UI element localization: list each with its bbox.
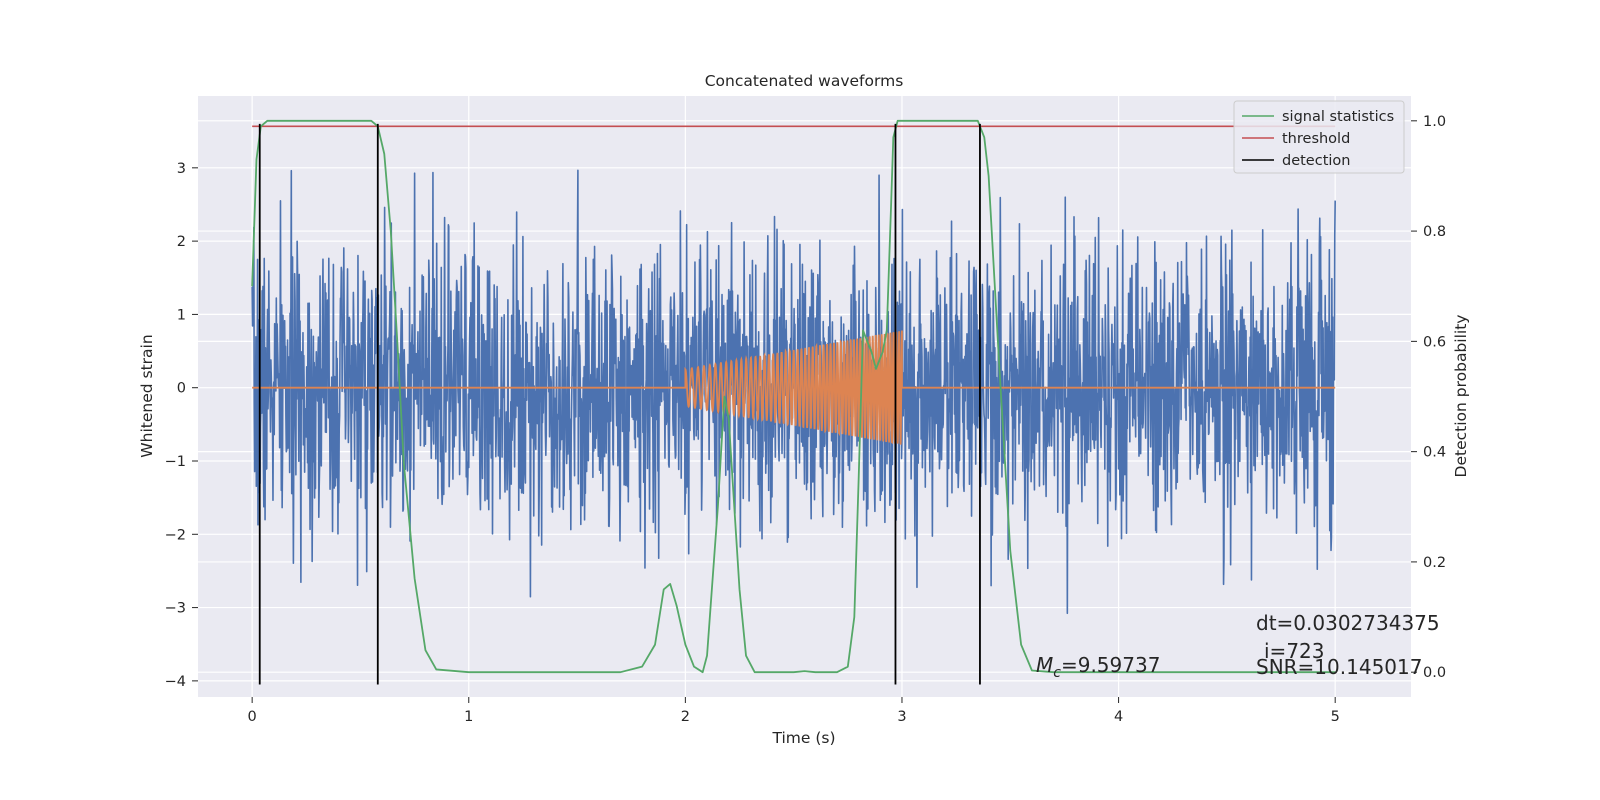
y2-tick-label: 0.0: [1423, 665, 1446, 681]
x-tick-label: 0: [248, 709, 257, 725]
y-tick-label: −2: [165, 527, 186, 543]
annotations: Mc=9.59737 dt=0.0302734375 i=723 SNR=10.…: [1036, 611, 1440, 681]
y2-tick-label: 1.0: [1423, 114, 1446, 130]
series-signal-statistics: [251, 119, 1336, 674]
series-template-chirp: [252, 330, 1336, 445]
annotation-mc-value: =9.59737: [1061, 653, 1160, 677]
legend-label-signal-statistics: signal statistics: [1282, 109, 1394, 125]
x-tick-label: 1: [464, 709, 473, 725]
legend-box: [1233, 100, 1405, 174]
y2-axis-title: Detection probability: [1452, 315, 1470, 478]
x-tick-label: 3: [897, 709, 906, 725]
y2-tick-label: 0.8: [1423, 224, 1446, 240]
legend: signal statistics threshold detection: [1233, 100, 1405, 174]
annotation-dt: dt=0.0302734375: [1256, 611, 1440, 635]
series-layer: [251, 119, 1336, 685]
legend-label-detection: detection: [1282, 153, 1350, 169]
annotation-snr: SNR=10.145017: [1256, 655, 1422, 679]
legend-label-threshold: threshold: [1282, 131, 1350, 147]
y-tick-label: 2: [177, 234, 186, 250]
annotation-mc-symbol: M: [1036, 653, 1053, 677]
annotation-mc-subscript: c: [1053, 665, 1061, 681]
chart-title: Concatenated waveforms: [705, 72, 904, 90]
y-tick-label: 3: [177, 161, 186, 177]
y-tick-label: −1: [165, 454, 186, 470]
annotation-i: i=723: [1264, 639, 1325, 663]
annotation-mc: Mc=9.59737: [1036, 653, 1160, 681]
x-tick-label: 2: [681, 709, 690, 725]
y-tick-label: −3: [165, 601, 186, 617]
y2-tick-label: 0.2: [1423, 555, 1446, 571]
y-tick-label: 1: [177, 307, 186, 323]
x-tick-label: 4: [1114, 709, 1123, 725]
y-tick-label: −4: [165, 674, 186, 690]
y2-tick-label: 0.6: [1423, 334, 1446, 350]
x-tick-label: 5: [1331, 709, 1340, 725]
y-axis-title: Whitened strain: [138, 334, 156, 457]
y2-tick-label: 0.4: [1423, 445, 1446, 461]
y-tick-label: 0: [177, 381, 186, 397]
x-axis-title: Time (s): [771, 729, 835, 747]
tick-layer: 0 1 2 3 4 5 −4 −3 −2 −1 0 1 2 3 0.0 0.2 0.4 0.6 0.8 1.0: [165, 114, 1446, 725]
